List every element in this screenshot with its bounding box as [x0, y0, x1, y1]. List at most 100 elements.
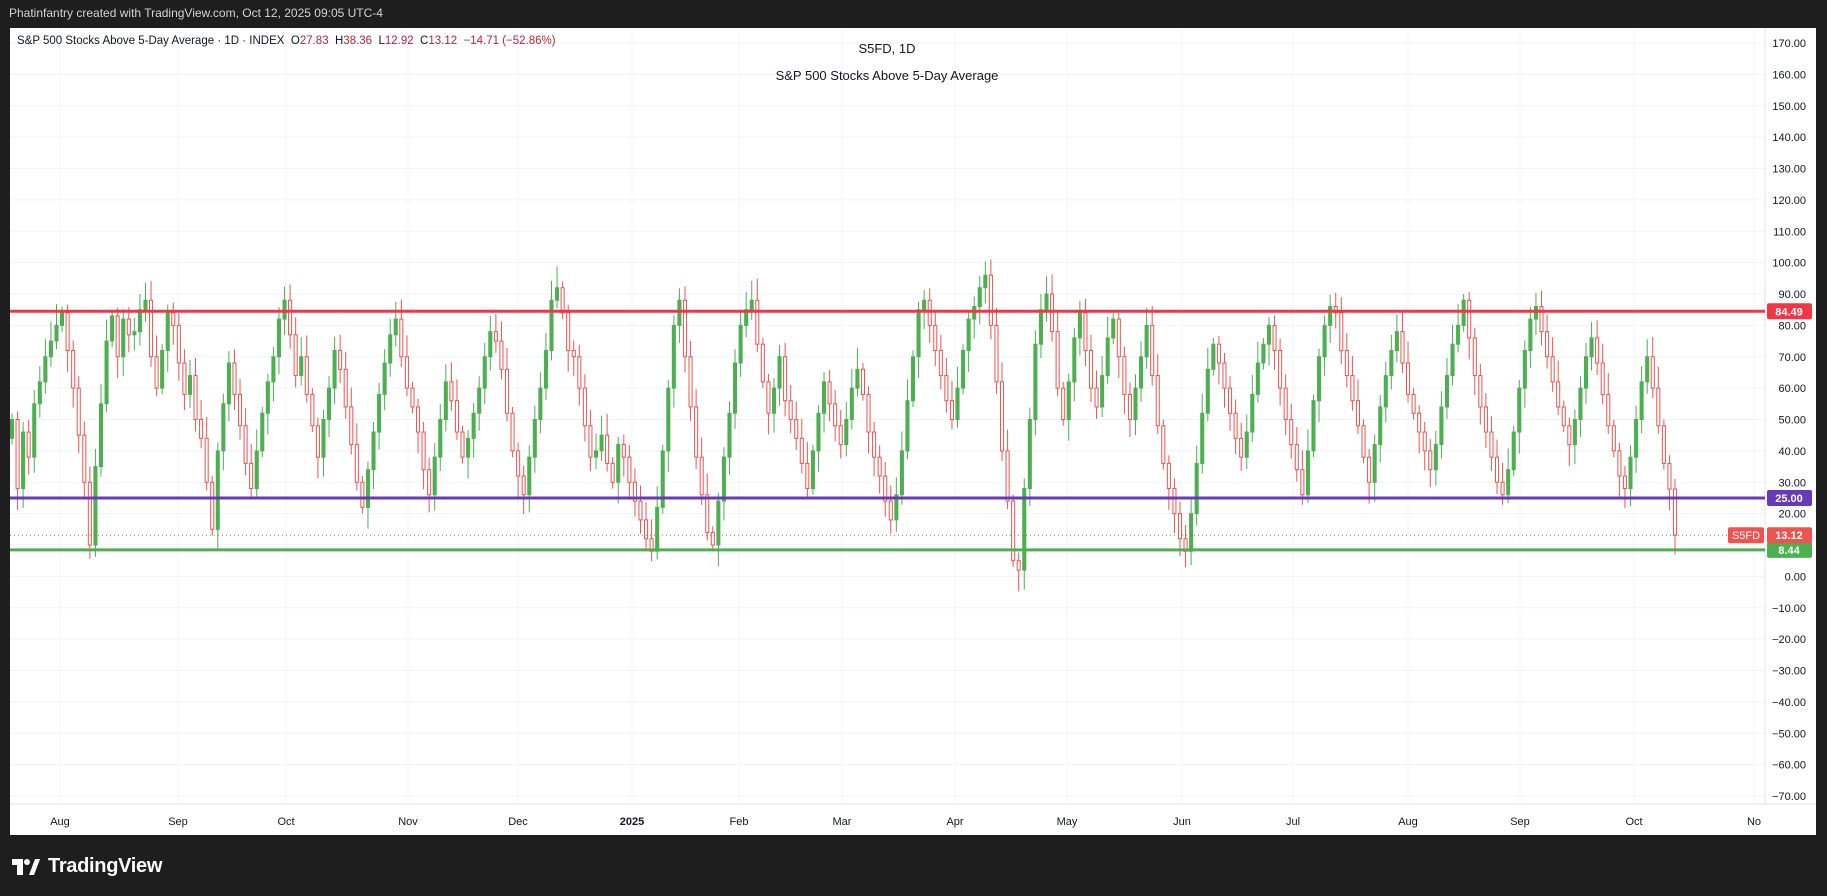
candle-down — [399, 318, 404, 358]
candle-down — [421, 431, 426, 471]
candle-up — [983, 274, 988, 289]
candle-up — [1266, 324, 1272, 345]
candle-up — [1378, 406, 1383, 446]
candle-up — [1205, 368, 1210, 414]
candle-down — [1367, 456, 1372, 483]
x-tick-label: May — [1057, 816, 1078, 828]
candlestick-chart[interactable]: 170.00 160.00 150.00 140.00 130.00 120.00 110.… — [10, 28, 1816, 835]
candle-down — [343, 368, 348, 408]
candle-up — [93, 466, 98, 546]
candle-up — [388, 334, 393, 364]
candle-down — [349, 406, 354, 446]
series-legend[interactable]: S&P 500 Stocks Above 5-Day Average · 1D … — [17, 35, 556, 47]
candle-down — [427, 469, 432, 496]
candle-up — [332, 349, 337, 389]
y-tick-label: 70.00 — [1778, 352, 1806, 364]
y-tick-label: 100.00 — [1772, 258, 1806, 270]
y-tick-label: 0.00 — [1785, 571, 1806, 583]
candle-up — [1506, 469, 1511, 496]
candle-down — [1122, 356, 1127, 395]
candle-up — [371, 431, 376, 471]
candle-up — [488, 331, 493, 358]
candle-up — [1639, 381, 1644, 421]
candle-down — [1300, 469, 1305, 496]
candle-up — [1528, 318, 1533, 351]
candle-down — [1222, 362, 1227, 389]
candle-down — [688, 356, 693, 408]
chart-panel[interactable]: 170.00 160.00 150.00 140.00 130.00 120.00 110.… — [10, 28, 1816, 835]
candle-up — [977, 287, 982, 308]
candle-down — [1278, 349, 1283, 389]
candle-down — [1617, 450, 1622, 477]
candle-down — [760, 343, 765, 383]
candle-up — [822, 381, 827, 414]
x-tick-label: Mar — [833, 816, 852, 828]
candle-up — [1250, 393, 1255, 433]
candle-down — [1294, 444, 1299, 471]
candle-up — [1628, 456, 1633, 490]
x-tick-label: 2025 — [620, 816, 644, 828]
candle-up — [538, 387, 543, 420]
symbol-badge: S5FD — [1732, 530, 1760, 542]
candle-down — [1177, 513, 1183, 540]
candle-down — [415, 406, 421, 433]
candle-down — [1611, 425, 1616, 452]
candle-down — [1339, 312, 1344, 351]
candle-down — [1233, 412, 1238, 439]
candle-up — [443, 381, 448, 421]
candle-down — [1472, 337, 1477, 377]
candle-down — [999, 381, 1005, 452]
candle-up — [477, 387, 482, 414]
candle-down — [994, 324, 999, 383]
candle-up — [816, 412, 821, 452]
candle-down — [87, 481, 92, 546]
candle-up — [143, 299, 148, 311]
candle-down — [521, 475, 526, 496]
candle-down — [682, 299, 688, 358]
candle-down — [1422, 431, 1427, 452]
candle-up — [482, 356, 487, 389]
candle-up — [549, 299, 554, 351]
candle-down — [293, 334, 298, 377]
candle-down — [1127, 393, 1132, 420]
legend-close: 13.12 — [428, 35, 458, 47]
x-tick-label: Aug — [1398, 816, 1418, 828]
y-tick-label: 150.00 — [1772, 101, 1806, 113]
candle-down — [182, 362, 187, 395]
candle-down — [1350, 375, 1355, 402]
tradingview-logo[interactable]: TradingView — [12, 855, 162, 878]
candle-up — [844, 419, 849, 446]
candle-up — [1305, 450, 1310, 496]
candle-down — [638, 500, 643, 521]
candle-down — [232, 362, 237, 395]
candle-down — [1406, 362, 1411, 395]
candle-down — [1545, 331, 1550, 358]
x-tick-label: Sep — [168, 816, 188, 828]
candle-up — [1317, 356, 1322, 402]
candle-up — [321, 419, 326, 458]
x-tick-label: Oct — [1625, 816, 1642, 828]
candle-down — [1483, 406, 1488, 433]
candle-up — [527, 456, 532, 496]
candle-up — [905, 400, 910, 452]
candle-down — [1289, 419, 1294, 446]
candle-down — [1005, 450, 1010, 502]
candle-down — [288, 299, 293, 336]
candle-up — [265, 381, 270, 414]
candle-down — [1283, 387, 1288, 420]
candle-down — [1216, 343, 1221, 364]
candle-up — [1450, 343, 1455, 377]
candle-up — [1328, 306, 1333, 326]
candle-down — [838, 425, 843, 446]
candle-down — [199, 419, 204, 439]
candle-up — [922, 299, 927, 311]
candle-down — [1400, 331, 1405, 364]
y-tick-label: 140.00 — [1772, 132, 1806, 144]
candle-down — [249, 462, 254, 490]
candle-up — [1311, 400, 1316, 452]
candle-down — [1094, 387, 1099, 408]
candle-up — [1072, 337, 1077, 383]
candle-down — [1606, 393, 1611, 427]
level-label-bg — [1767, 303, 1812, 320]
candle-down — [1239, 437, 1244, 458]
